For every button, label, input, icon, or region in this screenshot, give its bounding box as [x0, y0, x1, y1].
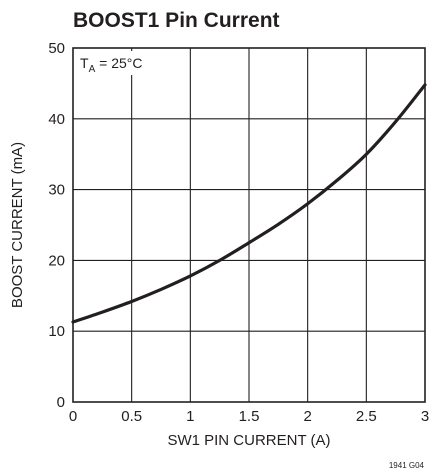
x-tick-label: 0 [69, 408, 77, 425]
plot-frame [72, 47, 426, 403]
x-tick-label: 2.5 [356, 408, 377, 425]
y-tick-label: 20 [48, 252, 65, 269]
chart-title: BOOST1 Pin Current [73, 9, 280, 32]
x-tick-label: 0.5 [121, 408, 142, 425]
temperature-annotation: TA = 25°C [80, 55, 142, 75]
y-axis-label: BOOST CURRENT (mA) [9, 142, 26, 308]
y-tick-label: 10 [48, 323, 65, 340]
x-axis-label: SW1 PIN CURRENT (A) [167, 432, 330, 449]
y-tick-labels: 0 10 20 30 40 50 [48, 40, 65, 411]
grid [73, 48, 425, 402]
x-tick-label: 1.5 [239, 408, 260, 425]
y-tick-label: 0 [57, 394, 65, 411]
x-tick-label: 3 [421, 408, 429, 425]
x-tick-label: 2 [303, 408, 311, 425]
annotation-backdrop [76, 51, 184, 75]
figure-id: 1941 G04 [389, 461, 425, 470]
y-tick-label: 50 [48, 40, 65, 57]
y-tick-label: 40 [48, 111, 65, 128]
x-tick-label: 1 [186, 408, 194, 425]
x-tick-labels: 0 0.5 1 1.5 2 2.5 3 [69, 408, 429, 425]
y-tick-label: 30 [48, 182, 65, 199]
data-curve [71, 83, 427, 324]
